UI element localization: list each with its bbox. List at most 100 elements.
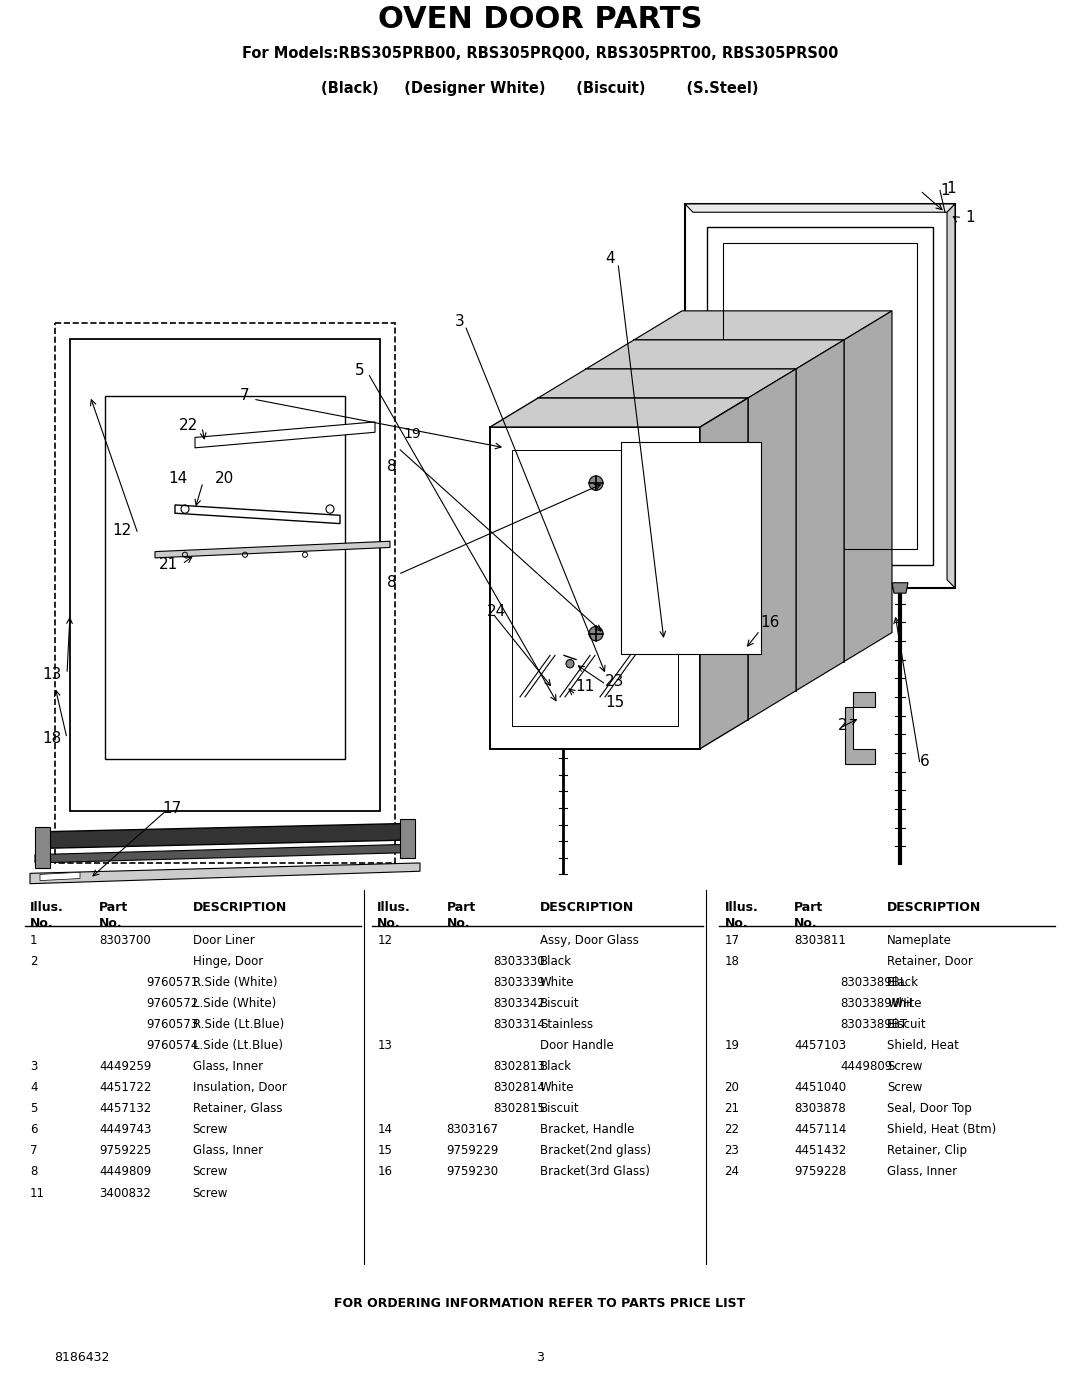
Text: 23: 23 (605, 673, 624, 689)
Text: Seal, Door Top: Seal, Door Top (888, 1102, 972, 1115)
Text: White: White (888, 997, 922, 1010)
Polygon shape (748, 369, 796, 719)
Text: 4: 4 (30, 1081, 38, 1094)
Text: Nameplate: Nameplate (888, 933, 953, 947)
Text: 4449809: 4449809 (840, 1060, 893, 1073)
Text: 5: 5 (355, 362, 365, 377)
Text: OVEN DOOR PARTS: OVEN DOOR PARTS (378, 4, 702, 34)
Text: Illus.: Illus. (725, 901, 758, 914)
Text: Screw: Screw (192, 1186, 228, 1200)
Text: Retainer, Clip: Retainer, Clip (888, 1144, 968, 1158)
Text: 8302814: 8302814 (494, 1081, 545, 1094)
Text: 23: 23 (725, 1144, 740, 1158)
Text: Black: Black (888, 977, 919, 989)
Text: 13: 13 (42, 666, 62, 682)
Text: 20: 20 (215, 471, 234, 486)
Text: 8: 8 (387, 576, 396, 591)
Polygon shape (40, 872, 80, 880)
Text: 9760573: 9760573 (146, 1018, 198, 1031)
Text: Black: Black (540, 954, 572, 968)
Text: 3400832: 3400832 (99, 1186, 151, 1200)
Polygon shape (947, 204, 955, 588)
Text: White: White (540, 977, 575, 989)
Polygon shape (892, 583, 908, 594)
Text: 2: 2 (30, 954, 38, 968)
Text: Screw: Screw (888, 1081, 922, 1094)
Text: Illus.: Illus. (30, 901, 64, 914)
Text: L.Side (Lt.Blue): L.Side (Lt.Blue) (192, 1039, 283, 1052)
Text: Shield, Heat: Shield, Heat (888, 1039, 959, 1052)
Text: Biscuit: Biscuit (888, 1018, 927, 1031)
Text: DESCRIPTION: DESCRIPTION (540, 901, 634, 914)
Text: Stainless: Stainless (540, 1018, 593, 1031)
Polygon shape (156, 541, 390, 557)
Text: 1: 1 (946, 180, 956, 196)
Text: Part: Part (794, 901, 823, 914)
Text: 12: 12 (377, 933, 392, 947)
Polygon shape (707, 226, 933, 566)
Text: 9759225: 9759225 (99, 1144, 151, 1158)
Text: 7: 7 (30, 1144, 38, 1158)
Text: 9760571: 9760571 (146, 977, 199, 989)
Text: 15: 15 (605, 694, 624, 710)
Text: 8302815: 8302815 (494, 1102, 545, 1115)
Text: 6: 6 (920, 754, 930, 768)
Text: Assy, Door Glass: Assy, Door Glass (540, 933, 639, 947)
Text: 1: 1 (940, 183, 949, 198)
Text: Part: Part (447, 901, 476, 914)
Text: 3: 3 (30, 1060, 38, 1073)
Polygon shape (634, 312, 892, 339)
Text: R.Side (White): R.Side (White) (192, 977, 278, 989)
Text: 8303167: 8303167 (447, 1123, 499, 1136)
Text: Door Liner: Door Liner (192, 933, 255, 947)
Polygon shape (796, 339, 843, 690)
Polygon shape (700, 398, 748, 749)
Text: Retainer, Glass: Retainer, Glass (192, 1102, 282, 1115)
Polygon shape (400, 820, 415, 858)
Text: 9760574: 9760574 (146, 1039, 199, 1052)
Text: 3: 3 (455, 314, 464, 328)
Text: Part: Part (99, 901, 129, 914)
Polygon shape (490, 398, 748, 427)
Text: Retainer, Door: Retainer, Door (888, 954, 973, 968)
Text: DESCRIPTION: DESCRIPTION (888, 901, 982, 914)
Text: 21: 21 (159, 556, 178, 571)
Text: 11: 11 (30, 1186, 45, 1200)
Text: Door Handle: Door Handle (540, 1039, 613, 1052)
Text: Screw: Screw (192, 1123, 228, 1136)
Text: R.Side (Lt.Blue): R.Side (Lt.Blue) (192, 1018, 284, 1031)
Text: Bracket, Handle: Bracket, Handle (540, 1123, 634, 1136)
Polygon shape (105, 395, 345, 759)
Text: (Black)     (Designer White)      (Biscuit)        (S.Steel): (Black) (Designer White) (Biscuit) (S.St… (321, 81, 759, 96)
Text: 9759230: 9759230 (447, 1165, 499, 1179)
Text: 4: 4 (605, 251, 615, 267)
Text: Insulation, Door: Insulation, Door (192, 1081, 286, 1094)
Polygon shape (843, 312, 892, 662)
Text: 4449743: 4449743 (99, 1123, 151, 1136)
Text: 4449259: 4449259 (99, 1060, 151, 1073)
Text: 6: 6 (30, 1123, 38, 1136)
Text: No.: No. (30, 918, 54, 930)
Text: 12: 12 (112, 524, 132, 538)
Text: No.: No. (725, 918, 748, 930)
Text: 19: 19 (403, 427, 421, 441)
Text: Biscuit: Biscuit (540, 1102, 580, 1115)
Text: Shield, Heat (Btm): Shield, Heat (Btm) (888, 1123, 997, 1136)
Polygon shape (538, 398, 748, 719)
Text: 8303342: 8303342 (494, 997, 545, 1010)
Text: 8303330: 8303330 (494, 954, 545, 968)
Polygon shape (35, 844, 410, 863)
Polygon shape (490, 427, 700, 749)
Text: 8303389WH: 8303389WH (840, 997, 913, 1010)
Text: 24: 24 (487, 605, 507, 619)
Text: No.: No. (99, 918, 123, 930)
Text: 9759229: 9759229 (447, 1144, 499, 1158)
Text: 8186432: 8186432 (54, 1351, 109, 1363)
Text: 5: 5 (30, 1102, 38, 1115)
Text: Glass, Inner: Glass, Inner (888, 1165, 958, 1179)
Text: No.: No. (794, 918, 818, 930)
Text: 9760572: 9760572 (146, 997, 199, 1010)
Circle shape (566, 659, 573, 668)
Polygon shape (586, 369, 796, 690)
Text: 8303700: 8303700 (99, 933, 151, 947)
